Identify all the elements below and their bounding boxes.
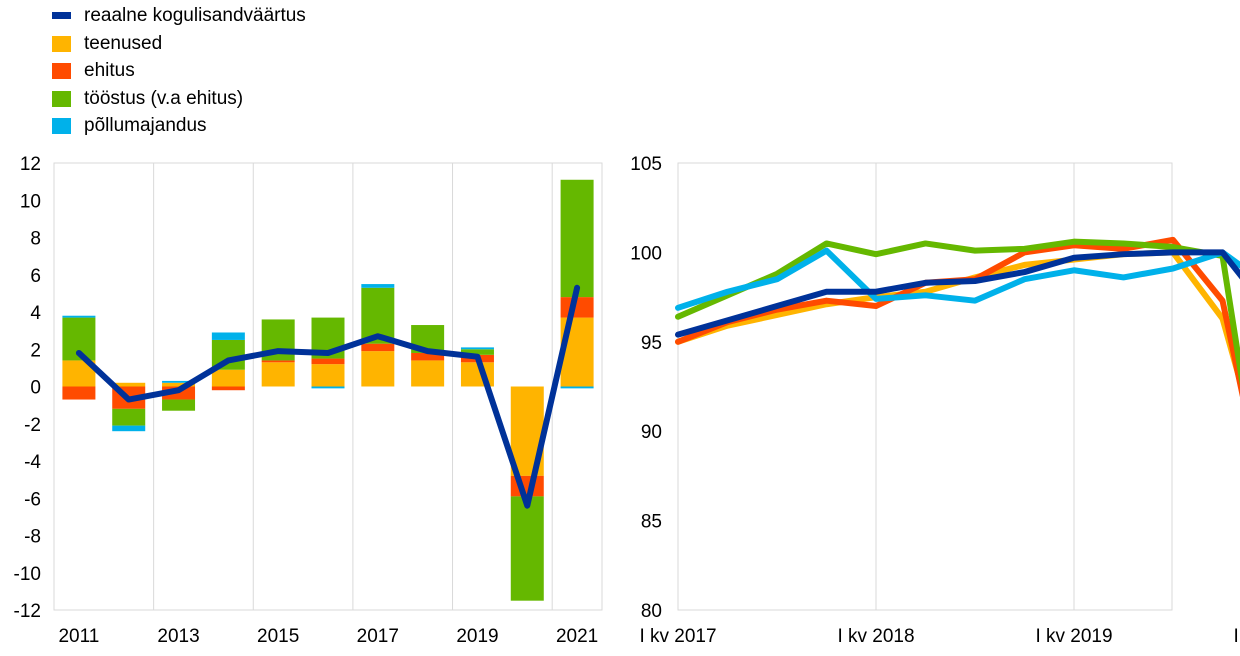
y-tick-label: 80 [641,601,662,622]
x-tick-label: 2015 [257,626,299,647]
y-tick-label: 100 [630,243,662,264]
bar-teenused [162,382,196,387]
bar-teenused [112,382,146,387]
x-tick-label: 2011 [58,626,99,647]
y-tick-label: 8 [30,229,41,250]
y-tick-label: 85 [641,512,662,533]
y-tick-label: 10 [20,191,41,212]
x-tick-label: I kv 2018 [837,626,914,647]
x-tick-label: I kv 2017 [639,626,716,647]
series-line-p-llumajandus [675,247,1240,311]
y-tick-label: 12 [20,154,41,175]
x-tick-label: 2021 [556,626,598,647]
x-tick-label: 2017 [357,626,399,647]
bar-p-llumajandus [211,332,245,340]
x-tick-label: 2013 [157,626,199,647]
legend-label: põllumajandus [84,115,207,136]
bar-teenused [361,351,395,387]
y-tick-label: -2 [24,415,41,436]
bar-ehitus [311,358,345,365]
y-tick-label: -8 [24,527,41,548]
left-x-axis: 2011 2013 2015 2017 2019 2021 [58,626,598,647]
bar-ehitus [361,343,395,352]
bar-t-stus-v-a-ehitus [162,399,196,411]
right-chart-quarterly-index: 105 100 95 90 85 80 I kv 2017 I kv 2018 I kv 201… [630,154,1240,647]
legend-swatch [52,12,71,19]
legend-label: teenused [84,32,163,54]
legend-swatch [52,63,71,79]
legend-label: ehitus [84,60,135,81]
right-gridlines [677,163,1075,610]
bar-p-llumajandus [560,386,594,389]
legend-label: tööstus (v.a ehitus) [84,87,244,109]
y-tick-label: -10 [14,564,41,585]
y-tick-label: -6 [24,489,41,510]
y-tick-label: 2 [30,340,41,361]
bar-ehitus [411,352,445,361]
bar-teenused [311,364,345,387]
left-plot-frame [53,162,603,611]
y-tick-label: 0 [30,378,41,399]
y-tick-label: 90 [641,422,662,443]
bar-p-llumajandus [112,425,146,432]
bar-teenused [261,362,295,387]
bar-ehitus [211,386,245,391]
y-tick-label: -12 [14,601,41,622]
bar-t-stus-v-a-ehitus [510,496,544,601]
legend-label: reaalne kogulisandväärtus [84,5,306,26]
series-line-t-stus-v-a-ehitus [675,238,1240,387]
y-tick-label: 95 [641,333,662,354]
bar-t-stus-v-a-ehitus [560,179,594,298]
bar-p-llumajandus [361,284,395,288]
y-tick-label: 6 [30,266,41,287]
bar-ehitus [62,386,96,400]
y-tick-label: 4 [30,303,41,324]
bar-p-llumajandus [162,380,196,383]
x-tick-label: I kv 2020 [1233,626,1240,647]
right-plot-frame [677,162,1173,611]
x-tick-label: I kv 2019 [1035,626,1112,647]
bar-t-stus-v-a-ehitus [112,408,146,426]
legend-swatch [52,118,71,134]
legend-swatch [52,90,71,107]
bar-ehitus [261,360,295,363]
bar-t-stus-v-a-ehitus [460,349,494,355]
bar-teenused [411,360,445,387]
y-tick-label: -4 [24,452,41,473]
bar-p-llumajandus [62,315,96,318]
bar-p-llumajandus [460,347,494,350]
series-line-teenused [675,249,1240,392]
left-y-axis: 12 10 8 6 4 2 0 -2 -4 -6 -8 -10 -12 [14,154,42,622]
x-tick-label: 2019 [456,626,498,647]
right-y-axis: 105 100 95 90 85 80 [630,154,662,622]
y-tick-label: 105 [630,154,662,175]
left-bars [62,179,594,601]
series-line-reaalne-kogulisandv-rtus [675,249,1240,338]
legend-swatch [52,35,71,52]
bar-p-llumajandus [311,386,345,389]
bar-teenused [211,369,245,387]
